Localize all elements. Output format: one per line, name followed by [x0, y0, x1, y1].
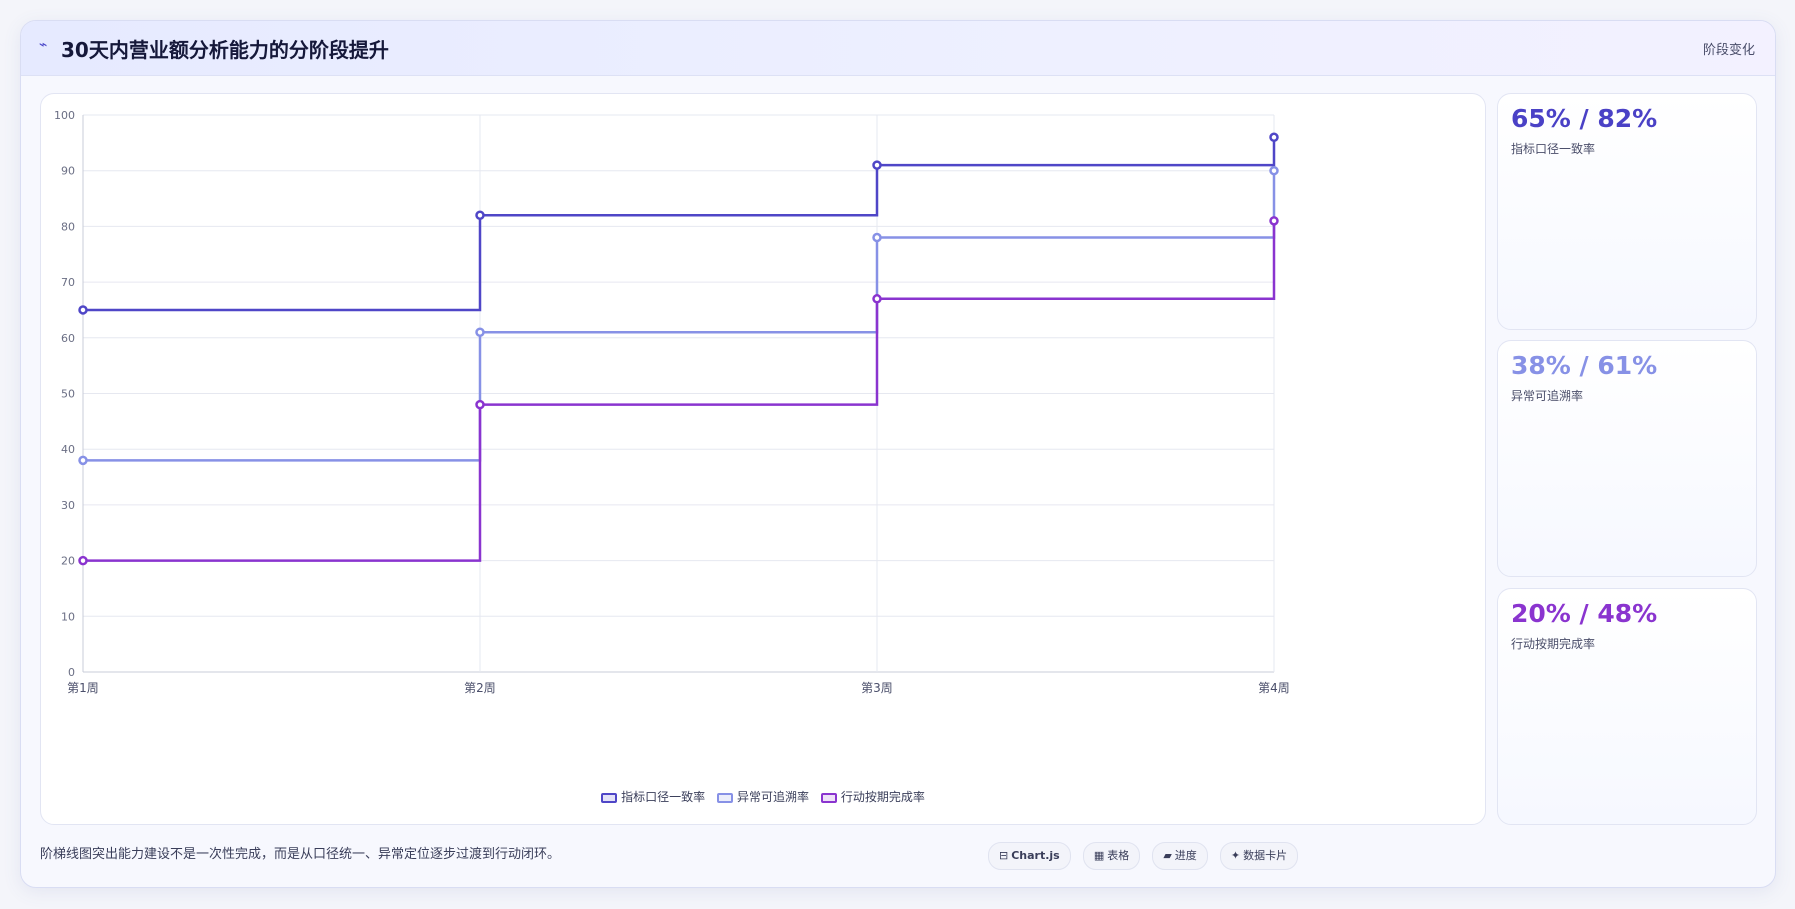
- legend-swatch: [601, 793, 618, 803]
- y-tick-label: 90: [61, 165, 75, 178]
- data-point: [78, 305, 88, 315]
- data-point: [872, 294, 882, 304]
- chart-legend: 指标口径一致率 异常可追溯率 行动按期完成率: [41, 788, 1485, 805]
- stat-card-completion: 20% / 48% 行动按期完成率: [1497, 588, 1757, 825]
- data-point: [1269, 216, 1279, 226]
- data-point: [475, 399, 485, 410]
- y-tick-label: 30: [61, 499, 75, 512]
- data-point: [1269, 165, 1279, 176]
- stat-value: 38% / 61%: [1511, 351, 1658, 380]
- table-icon: ▦: [1093, 849, 1105, 862]
- sparkle-icon: ✦: [1230, 849, 1241, 862]
- legend-swatch: [820, 793, 837, 803]
- legend-item[interactable]: 指标口径一致率: [601, 788, 705, 805]
- chart-icon: ⊟: [999, 849, 1009, 862]
- data-point: [475, 327, 485, 337]
- header-tag: 阶段变化: [1702, 43, 1755, 58]
- step-line-chart: 0 10 20 30 40 50 60 70 80 90 100 第1周 第2周 第3周 第4周: [54, 109, 1290, 695]
- data-point: [78, 555, 88, 566]
- y-tick-label: 0: [68, 666, 75, 679]
- stat-card-consistency: 65% / 82% 指标口径一致率: [1497, 93, 1757, 330]
- data-point: [872, 232, 882, 243]
- stat-card-traceability: 38% / 61% 异常可追溯率: [1497, 340, 1757, 577]
- series-line-1: [83, 137, 1276, 312]
- data-point: [78, 455, 88, 466]
- y-tick-label: 60: [61, 332, 75, 345]
- x-tick-label: 第4周: [1258, 681, 1290, 695]
- panel-header: ⌁ 30天内营业额分析能力的分阶段提升 阶段变化: [21, 21, 1775, 76]
- tag-table[interactable]: ▦ 表格: [1082, 842, 1141, 870]
- data-point: [475, 210, 485, 221]
- y-tick-label: 100: [54, 109, 75, 122]
- tag-label: Chart.js: [1011, 849, 1060, 862]
- footer-note: 阶梯线图突出能力建设不是一次性完成，而是从口径统一、异常定位逐步过渡到行动闭环。: [40, 847, 561, 862]
- x-tick-label: 第2周: [464, 681, 496, 695]
- y-tick-label: 50: [61, 388, 75, 401]
- y-tick-label: 20: [61, 555, 75, 568]
- stat-label: 指标口径一致率: [1511, 142, 1596, 156]
- tag-progress[interactable]: ▰ 进度: [1152, 842, 1208, 870]
- x-tick-label: 第1周: [67, 681, 99, 695]
- legend-item[interactable]: 异常可追溯率: [716, 788, 809, 805]
- tag-label: 数据卡片: [1243, 849, 1288, 862]
- legend-label: 指标口径一致率: [621, 790, 706, 804]
- stat-value: 65% / 82%: [1511, 104, 1658, 133]
- tag-chartjs[interactable]: ⊟ Chart.js: [988, 842, 1071, 870]
- trend-line-icon: ⌁: [39, 37, 48, 53]
- chart-card: 0 10 20 30 40 50 60 70 80 90 100 第1周 第2周 第3周 第4周 指标口径一…: [40, 93, 1486, 825]
- tag-data-card[interactable]: ✦ 数据卡片: [1219, 842, 1299, 870]
- data-point: [872, 160, 882, 170]
- legend-label: 行动按期完成率: [840, 790, 925, 804]
- legend-item[interactable]: 行动按期完成率: [820, 788, 925, 805]
- tag-label: 表格: [1107, 849, 1130, 862]
- y-tick-label: 70: [61, 276, 75, 289]
- tag-label: 进度: [1174, 849, 1197, 862]
- dashboard-panel: ⌁ 30天内营业额分析能力的分阶段提升 阶段变化 0 10 20 30 40 50 60 70…: [20, 20, 1776, 888]
- data-point: [1269, 132, 1279, 143]
- stat-value: 20% / 48%: [1511, 599, 1658, 628]
- page-title: 30天内营业额分析能力的分阶段提升: [61, 38, 389, 62]
- y-tick-label: 80: [61, 220, 75, 233]
- footer-tags: ⊟ Chart.js ▦ 表格 ▰ 进度 ✦ 数据卡片: [988, 842, 1305, 870]
- series-line-3: [83, 220, 1276, 562]
- legend-label: 异常可追溯率: [736, 790, 809, 804]
- x-tick-label: 第3周: [861, 681, 893, 695]
- stat-label: 行动按期完成率: [1511, 637, 1596, 651]
- progress-icon: ▰: [1163, 849, 1172, 862]
- y-tick-label: 10: [61, 610, 75, 623]
- y-tick-label: 40: [61, 443, 75, 456]
- legend-swatch: [716, 793, 733, 803]
- stat-label: 异常可追溯率: [1511, 389, 1584, 403]
